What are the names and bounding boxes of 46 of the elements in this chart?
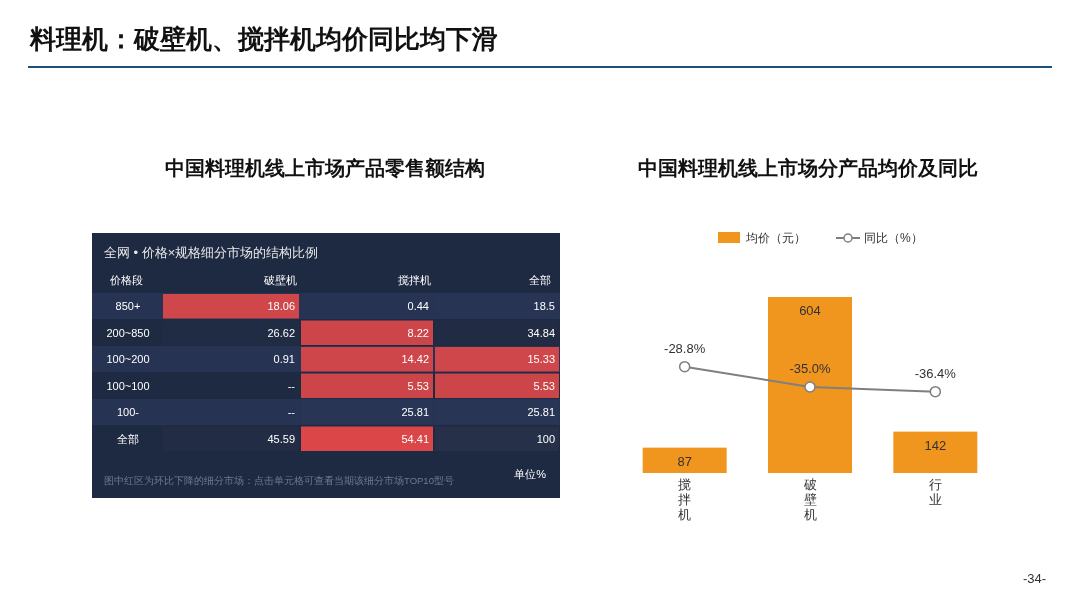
- y-tick-label: 全部: [117, 432, 139, 445]
- text: --: [287, 379, 295, 392]
- y-tick-label: 200~850: [106, 326, 150, 339]
- chart-title: 中国料理机线上市场产品零售额结构: [165, 157, 485, 179]
- data-label: 87: [677, 453, 692, 469]
- data-label: 34.84: [527, 326, 555, 339]
- legend-label: 均价（元）: [745, 231, 806, 245]
- data-label: 5.53: [533, 379, 555, 392]
- x-tick-label: 破壁机: [802, 477, 817, 522]
- chart-subtitle: 全网 • 价格×规格细分市场的结构比例: [104, 245, 319, 260]
- data-label: 25.81: [527, 406, 555, 419]
- y-tick-label: 100-: [116, 406, 140, 419]
- x-tick-label: 搅拌机: [678, 477, 692, 522]
- data-label: 0.44: [407, 300, 429, 313]
- legend-label: 同比（%）: [864, 231, 923, 245]
- data-label: 5.53: [407, 379, 429, 392]
- data-label: 54.41: [401, 432, 429, 445]
- data-label: -35.0%: [789, 361, 832, 377]
- data-label: -28.8%: [664, 340, 706, 356]
- y-tick-label: 100~100: [106, 379, 150, 392]
- text: 单位%: [514, 468, 547, 480]
- x-tick-label: 破壁机: [262, 274, 297, 286]
- x-tick-label: 行业: [928, 477, 942, 507]
- data-label: 15.33: [527, 353, 555, 366]
- y-axis-title: 价格段: [109, 274, 143, 286]
- x-tick-label: 全部: [529, 274, 551, 286]
- text: -34-: [1022, 571, 1046, 586]
- data-label: 604: [799, 303, 821, 318]
- data-label: 45.59: [267, 432, 295, 445]
- data-label: 14.42: [401, 353, 429, 366]
- data-label: 18.5: [533, 300, 555, 313]
- data-label: -36.4%: [914, 365, 957, 381]
- x-tick-label: 搅拌机: [397, 274, 431, 286]
- data-label: 8.22: [407, 326, 429, 339]
- data-label: 18.06: [267, 300, 295, 313]
- chart-title: 中国料理机线上市场分产品均价及同比: [638, 157, 978, 179]
- text: --: [287, 406, 295, 419]
- data-label: 142: [924, 437, 947, 453]
- y-tick-label: 100~200: [106, 353, 150, 366]
- text: 图中红区为环比下降的细分市场：点击单元格可查看当期该细分市场TOP10型号: [104, 475, 454, 486]
- y-tick-label: 850+: [115, 300, 141, 313]
- data-label: 26.62: [267, 326, 295, 339]
- text: 料理机：破壁机、搅拌机均价同比均下滑: [29, 24, 498, 54]
- data-label: 100: [536, 432, 555, 445]
- data-label: 25.81: [401, 406, 429, 419]
- data-label: 0.91: [273, 353, 295, 366]
